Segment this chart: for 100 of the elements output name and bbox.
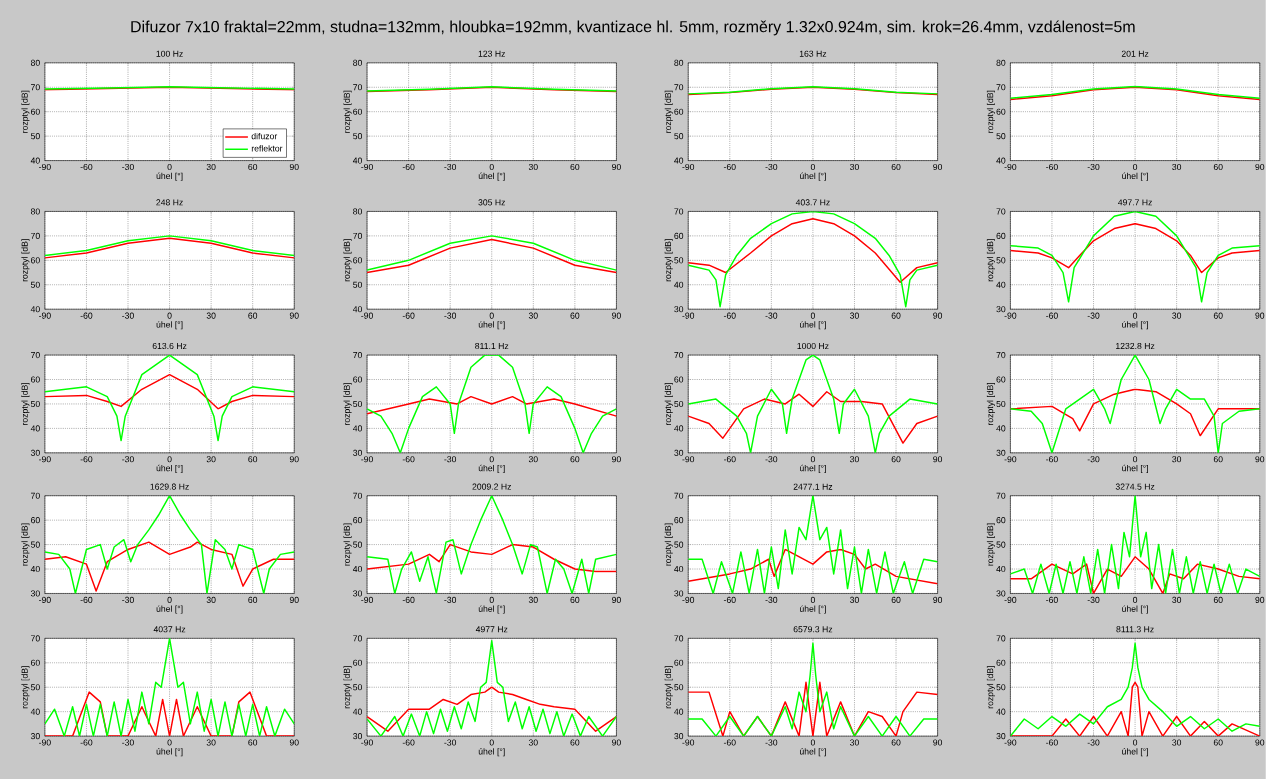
chart-title: 305 Hz [478, 199, 505, 206]
x-tick-label: 90 [612, 312, 621, 319]
y-tick-label: 60 [353, 376, 363, 383]
x-tick-label: 30 [528, 596, 538, 603]
x-tick-label: 0 [1133, 596, 1138, 603]
chart-title: 1000 Hz [797, 342, 829, 350]
x-tick-label: 30 [528, 739, 538, 746]
x-tick-label: -60 [723, 163, 736, 171]
x-tick-label: -30 [444, 163, 457, 171]
y-tick-label: 70 [674, 635, 684, 642]
x-tick-label: 90 [289, 163, 299, 171]
y-tick-label: 50 [30, 400, 40, 408]
x-tick-label: 0 [167, 739, 172, 746]
chart-title: 8111.3 Hz [1116, 626, 1154, 633]
x-tick-label: -60 [723, 456, 736, 463]
y-tick-label: 40 [30, 708, 40, 715]
x-tick-label: -30 [765, 739, 778, 746]
x-tick-label: -90 [682, 739, 695, 746]
y-tick-label: 60 [996, 376, 1006, 383]
chart-title: 123 Hz [478, 50, 505, 57]
x-tick-label: -60 [80, 456, 93, 463]
x-axis-title: úhel [°] [1122, 605, 1148, 614]
x-tick-label: 90 [1255, 456, 1265, 463]
y-tick-label: 70 [31, 635, 40, 642]
y-tick-label: 70 [353, 492, 363, 499]
x-tick-label: -60 [80, 596, 93, 603]
y-tick-label: 40 [996, 281, 1006, 288]
x-tick-label: -60 [80, 739, 93, 746]
x-tick-label: -30 [444, 312, 457, 319]
y-axis-title: rozptyl [dB] [343, 90, 352, 133]
x-tick-label: 90 [289, 312, 299, 319]
y-axis-title: rozptyl [dB] [986, 382, 995, 426]
y-tick-label: 50 [996, 257, 1006, 264]
x-tick-label: 0 [489, 739, 494, 746]
x-tick-label: 30 [206, 739, 216, 746]
x-tick-label: -30 [444, 739, 457, 746]
y-tick-label: 80 [996, 59, 1006, 66]
line-series [1010, 642, 1260, 737]
x-tick-label: 60 [248, 739, 258, 746]
chart-title: 497.7 Hz [1118, 199, 1152, 206]
x-tick-label: -60 [80, 163, 93, 171]
y-tick-label: 60 [353, 659, 363, 666]
y-tick-label: 70 [31, 232, 40, 239]
y-tick-label: 60 [674, 232, 684, 239]
y-tick-label: 80 [353, 59, 363, 66]
line-series [44, 541, 295, 592]
y-tick-label: 80 [30, 59, 40, 66]
line-series [688, 548, 938, 585]
x-axis-title: úhel [°] [156, 748, 183, 757]
y-tick-label: 30 [30, 733, 40, 740]
x-tick-label: 60 [1213, 312, 1223, 319]
x-tick-label: -90 [39, 596, 51, 603]
line-series [688, 642, 938, 737]
x-tick-label: -90 [361, 456, 373, 463]
line-series [44, 495, 295, 594]
x-tick-label: 0 [1133, 739, 1138, 746]
y-tick-label: 70 [31, 492, 40, 499]
line-series [367, 395, 617, 417]
line-series [688, 495, 938, 594]
y-axis-title: rozptyl [dB] [343, 666, 352, 709]
x-tick-label: -60 [1046, 739, 1058, 746]
x-tick-label: 0 [167, 312, 172, 319]
y-tick-label: 50 [30, 541, 40, 548]
y-axis-title: rozptyl [dB] [21, 382, 30, 426]
line-series [688, 391, 938, 444]
y-tick-label: 30 [674, 449, 684, 456]
x-tick-label: 60 [891, 456, 901, 463]
x-tick-label: -90 [39, 456, 51, 463]
y-tick-label: 70 [31, 84, 40, 91]
y-tick-label: 60 [353, 257, 363, 264]
x-tick-label: 30 [1172, 596, 1182, 603]
x-tick-label: 30 [850, 456, 859, 463]
x-tick-label: 60 [248, 456, 258, 463]
x-tick-label: -30 [765, 456, 778, 463]
x-tick-label: -60 [80, 312, 93, 319]
line-series [688, 218, 938, 284]
line-series [1010, 211, 1260, 303]
x-tick-label: -60 [723, 739, 736, 746]
x-tick-label: 60 [570, 596, 580, 603]
y-tick-label: 50 [674, 541, 684, 548]
x-axis-title: úhel [°] [1122, 172, 1148, 181]
x-tick-label: 90 [289, 596, 299, 603]
y-axis-title: rozptyl [dB] [664, 666, 673, 709]
x-tick-label: -30 [444, 456, 457, 463]
x-tick-label: 60 [248, 163, 258, 171]
y-tick-label: 30 [674, 306, 684, 313]
x-tick-label: 0 [810, 739, 815, 746]
x-tick-label: 0 [1133, 163, 1138, 171]
chart-title: 2477.1 Hz [793, 483, 833, 490]
x-tick-label: 60 [891, 739, 901, 746]
x-tick-label: 0 [489, 163, 494, 171]
y-tick-label: 50 [674, 684, 684, 691]
x-tick-label: 30 [528, 456, 538, 463]
y-axis-title: rozptyl [dB] [343, 523, 352, 566]
x-axis-title: úhel [°] [1122, 748, 1148, 757]
y-tick-label: 40 [30, 157, 40, 164]
y-tick-label: 60 [31, 517, 40, 524]
y-axis-title: rozptyl [dB] [21, 239, 30, 282]
x-tick-label: -90 [1004, 456, 1017, 463]
x-tick-label: 30 [850, 596, 859, 603]
